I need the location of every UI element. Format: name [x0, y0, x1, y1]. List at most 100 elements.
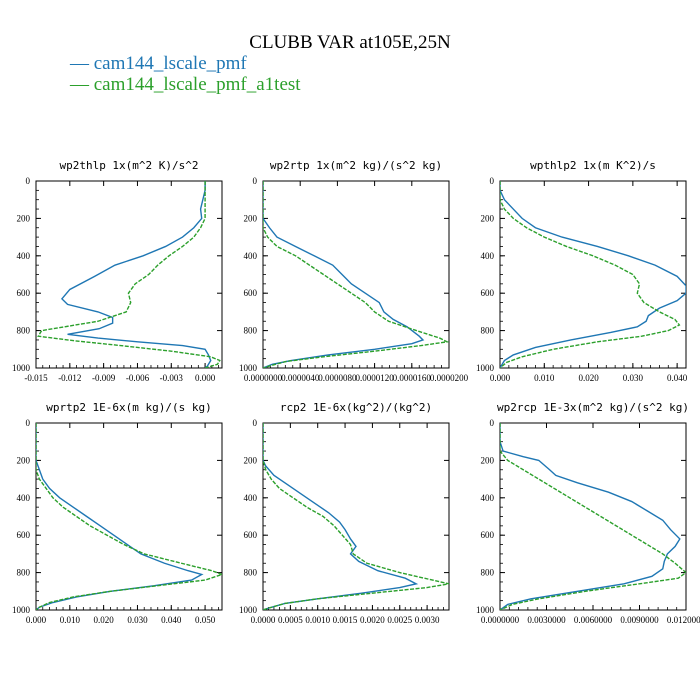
series-line-1	[500, 181, 686, 368]
y-tick-label: 800	[481, 568, 495, 578]
y-tick-label: 600	[17, 288, 31, 298]
y-tick-label: 0	[253, 176, 258, 186]
x-tick-label: 0.040	[161, 615, 182, 625]
plot-frame	[262, 422, 450, 611]
y-tick-label: 1000	[476, 605, 495, 615]
x-tick-label: 0.000	[490, 373, 511, 383]
x-tick-label: 0.0000000	[244, 373, 283, 383]
x-tick-label: 0.0060000	[574, 615, 613, 625]
y-tick-label: 800	[481, 326, 495, 336]
plot-frame	[35, 422, 223, 611]
x-tick-label: 0.010	[534, 373, 555, 383]
x-tick-label: 0.020	[94, 615, 115, 625]
x-tick-label: 0.0000120	[355, 373, 394, 383]
series-line-2	[36, 423, 222, 610]
x-tick-label: 0.0020	[360, 615, 385, 625]
panel-5: rcp2 1E-6x(kg^2)/(kg^2) 0 200 400 600 800 1000…	[239, 401, 450, 625]
x-tick-label: 0.0000000	[481, 615, 520, 625]
series-line-1	[263, 423, 419, 610]
y-tick-label: 800	[244, 326, 258, 336]
series-line-1	[36, 423, 204, 610]
x-tick-label: 0.030	[127, 615, 148, 625]
y-tick-label: 400	[17, 251, 31, 261]
x-tick-label: 0.0090000	[620, 615, 659, 625]
x-tick-label: 0.020	[578, 373, 599, 383]
y-tick-label: 600	[481, 530, 495, 540]
y-tick-label: 400	[481, 251, 495, 261]
y-tick-label: 0	[490, 418, 495, 428]
series-line-2	[263, 181, 449, 368]
x-tick-label: 0.0000	[251, 615, 276, 625]
series-line-2	[37, 181, 221, 368]
x-tick-label: 0.0010	[305, 615, 330, 625]
series-line-2	[263, 423, 449, 610]
x-tick-label: 0.0030000	[527, 615, 566, 625]
panel-title: rcp2 1E-6x(kg^2)/(kg^2)	[280, 401, 432, 414]
x-tick-label: 0.000	[26, 615, 47, 625]
y-tick-label: 400	[17, 493, 31, 503]
panel-title: wprtp2 1E-6x(m kg)/(s kg)	[46, 401, 212, 414]
plot-frame	[499, 180, 687, 369]
x-tick-label: 0.0000080	[318, 373, 357, 383]
x-tick-label: -0.012	[58, 373, 81, 383]
x-tick-label: -0.009	[92, 373, 116, 383]
x-tick-label: -0.015	[24, 373, 48, 383]
panel-title: wp2rcp 1E-3x(m^2 kg)/(s^2 kg)	[497, 401, 689, 414]
x-tick-label: 0.0025	[387, 615, 412, 625]
x-tick-label: 0.0120000	[667, 615, 700, 625]
y-tick-label: 0	[253, 418, 258, 428]
y-tick-label: 200	[481, 455, 495, 465]
y-tick-label: 0	[26, 176, 31, 186]
series-line-1	[60, 181, 212, 368]
plot-frame	[499, 422, 687, 611]
y-tick-label: 600	[17, 530, 31, 540]
legend-entry-2: — cam144_lscale_pmf_a1test	[69, 74, 301, 95]
y-tick-label: 400	[244, 251, 258, 261]
plot-frame	[35, 180, 223, 369]
y-tick-label: 200	[17, 455, 31, 465]
legend-entry-1: — cam144_lscale_pmf	[69, 53, 247, 74]
x-tick-label: 0.050	[195, 615, 216, 625]
x-tick-label: 0.0005	[278, 615, 303, 625]
y-tick-label: 600	[481, 288, 495, 298]
series-line-1	[263, 181, 425, 368]
y-tick-label: 200	[481, 213, 495, 223]
series-line-2	[500, 181, 681, 368]
figure-title: CLUBB VAR at105E,25N	[249, 32, 451, 53]
panel-title: wpthlp2 1x(m K^2)/s	[530, 159, 656, 172]
x-tick-label: 0.010	[60, 615, 81, 625]
series-line-2	[500, 423, 686, 610]
panel-4: wprtp2 1E-6x(m kg)/(s kg) 0 200 400 600 800 10…	[12, 401, 223, 625]
x-tick-label: 0.040	[667, 373, 688, 383]
y-tick-label: 800	[17, 568, 31, 578]
y-tick-label: 200	[244, 455, 258, 465]
y-tick-label: 600	[244, 530, 258, 540]
y-tick-label: 200	[244, 213, 258, 223]
x-tick-label: 0.0000160	[393, 373, 432, 383]
panels-group: wp2thlp 1x(m^2 K)/s^202004006008001000-0…	[12, 159, 700, 625]
x-tick-label: 0.0030	[415, 615, 440, 625]
y-tick-label: 200	[17, 213, 31, 223]
y-tick-label: 0	[490, 176, 495, 186]
y-tick-label: 400	[244, 493, 258, 503]
y-tick-label: 1000	[12, 363, 31, 373]
x-tick-label: 0.000	[195, 373, 216, 383]
series-line-1	[500, 423, 681, 610]
x-tick-label: 0.0000200	[430, 373, 469, 383]
panel-3: wpthlp2 1x(m K^2)/s 0 200 400 600 800 10000.00…	[476, 159, 688, 383]
x-tick-label: 0.0015	[333, 615, 358, 625]
y-tick-label: 1000	[476, 363, 495, 373]
y-tick-label: 0	[26, 418, 31, 428]
panel-title: wp2thlp 1x(m^2 K)/s^2	[59, 159, 198, 172]
x-tick-label: 0.0000040	[281, 373, 320, 383]
y-tick-label: 1000	[12, 605, 31, 615]
x-tick-label: -0.006	[126, 373, 150, 383]
panel-1: wp2thlp 1x(m^2 K)/s^202004006008001000-0…	[12, 159, 223, 383]
panel-6: wp2rcp 1E-3x(m^2 kg)/(s^2 kg)0 200 400 600 8…	[476, 401, 700, 625]
panel-title: wp2rtp 1x(m^2 kg)/(s^2 kg)	[270, 159, 442, 172]
y-tick-label: 1000	[239, 363, 258, 373]
x-tick-label: -0.003	[160, 373, 184, 383]
y-tick-label: 400	[481, 493, 495, 503]
x-tick-label: 0.030	[623, 373, 644, 383]
